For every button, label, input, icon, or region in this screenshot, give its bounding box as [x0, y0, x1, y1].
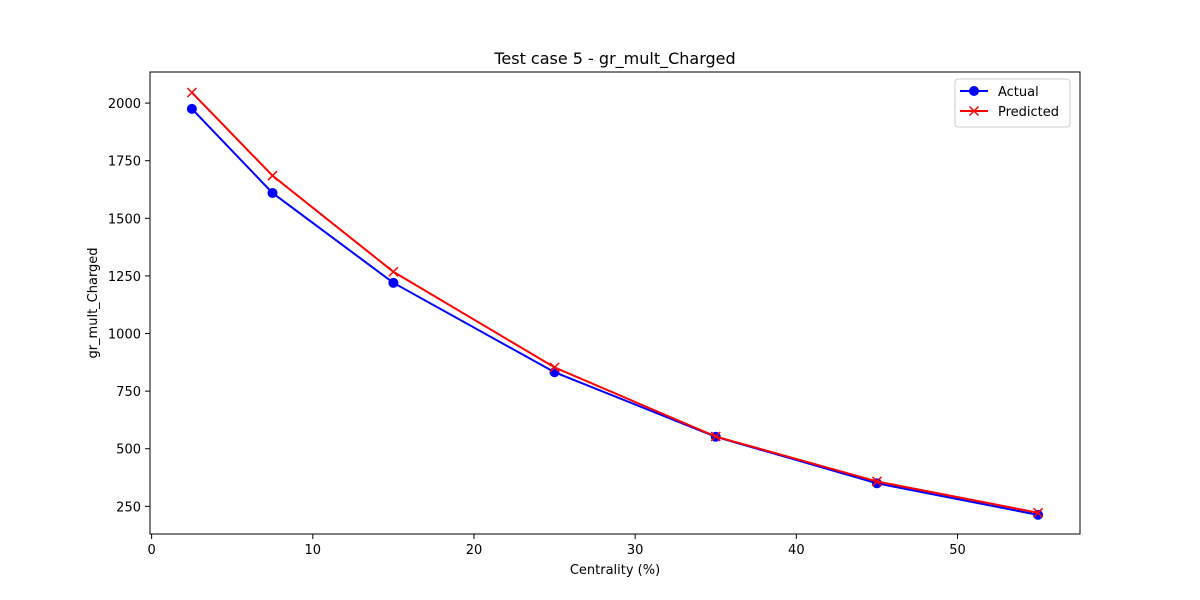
series-predicted	[186, 87, 1044, 518]
x-tick-label: 20	[466, 543, 483, 558]
data-point	[710, 431, 721, 442]
y-tick-label: 1750	[108, 155, 141, 170]
series-layer	[186, 87, 1044, 520]
x-axis-label: Centrality (%)	[570, 563, 660, 578]
y-axis-label: gr_mult_Charged	[86, 247, 101, 358]
y-tick-label: 250	[116, 500, 141, 515]
data-point	[267, 170, 278, 181]
legend-entry-predicted: Predicted	[960, 105, 1059, 120]
series-actual	[186, 103, 1044, 520]
legend: Actual Predicted	[954, 78, 1071, 128]
legend-label: Actual	[998, 85, 1039, 100]
data-point	[388, 266, 399, 277]
x-marker-stroke	[1033, 507, 1044, 518]
y-axis-ticks: 250 500 750 1000 1250 1500 1750 2000	[108, 97, 150, 515]
x-tick-label: 50	[949, 543, 966, 558]
x-marker-stroke	[968, 105, 980, 117]
axes-frame	[149, 71, 1081, 535]
x-axis-ticks: 0 10 20 30 40 50	[147, 534, 966, 558]
x-marker-stroke	[186, 87, 197, 98]
y-tick-label: 1000	[108, 328, 141, 343]
x-marker-stroke	[267, 170, 278, 181]
x-marker-stroke	[549, 362, 560, 373]
x-marker-stroke	[388, 266, 399, 277]
x-marker-stroke	[710, 431, 721, 442]
data-point	[267, 187, 278, 198]
data-point	[968, 105, 980, 117]
y-tick-label: 750	[116, 385, 141, 400]
x-tick-label: 30	[627, 543, 644, 558]
x-tick-label: 40	[788, 543, 805, 558]
chart-title: Test case 5 - gr_mult_Charged	[493, 49, 735, 69]
x-tick-label: 10	[305, 543, 322, 558]
y-tick-label: 500	[116, 443, 141, 458]
y-tick-label: 1500	[108, 212, 141, 227]
y-tick-label: 1250	[108, 270, 141, 285]
legend-label: Predicted	[998, 105, 1059, 120]
x-tick-label: 0	[147, 543, 155, 558]
data-point	[186, 103, 197, 114]
x-marker-stroke	[871, 476, 882, 487]
data-point	[871, 476, 882, 487]
data-point	[549, 362, 560, 373]
data-point	[969, 86, 979, 96]
y-tick-label: 2000	[108, 97, 141, 112]
data-point	[186, 87, 197, 98]
legend-entry-actual: Actual	[960, 85, 1039, 100]
data-point	[388, 277, 399, 288]
data-point	[1033, 507, 1044, 518]
